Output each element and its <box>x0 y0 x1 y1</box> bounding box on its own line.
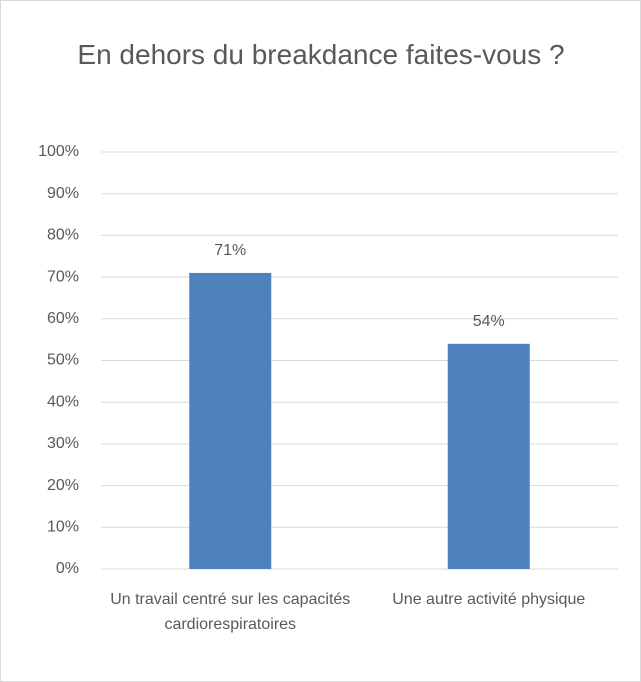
data-label: 71% <box>214 242 246 259</box>
bar <box>189 272 272 569</box>
y-tick-label: 100% <box>38 143 79 160</box>
x-tick-label: Un travail centré sur les capacités card… <box>110 591 351 633</box>
y-tick-label: 10% <box>47 519 79 536</box>
y-tick-label: 40% <box>47 393 79 410</box>
y-tick-label: 20% <box>47 477 79 494</box>
y-tick-label: 0% <box>56 560 79 577</box>
y-tick-label: 70% <box>47 268 79 285</box>
y-tick-label: 90% <box>47 185 79 202</box>
bar <box>447 343 530 569</box>
data-label: 54% <box>473 313 505 330</box>
y-tick-label: 60% <box>47 310 79 327</box>
y-tick-label: 50% <box>47 352 79 369</box>
x-tick-label: Une autre activité physique <box>392 591 586 608</box>
y-tick-label: 30% <box>47 435 79 452</box>
chart-title: En dehors du breakdance faites-vous ? <box>77 39 565 70</box>
y-tick-label: 80% <box>47 227 79 244</box>
